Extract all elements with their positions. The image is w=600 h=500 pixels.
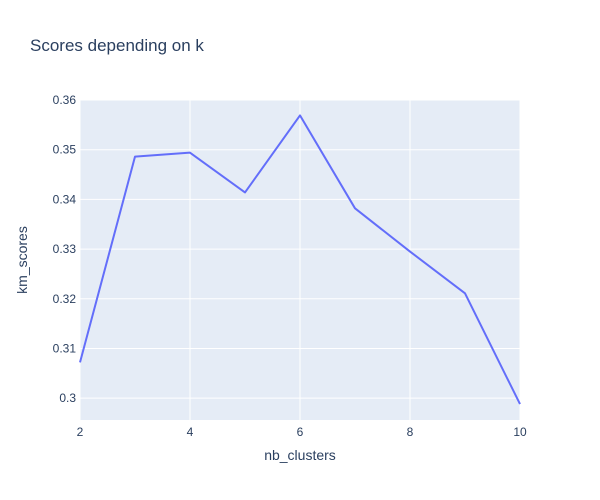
chart-title: Scores depending on k: [30, 36, 204, 55]
y-tick-label: 0.35: [53, 143, 77, 157]
x-tick-label: 4: [187, 425, 194, 439]
x-tick-label: 6: [297, 425, 304, 439]
x-axis-title: nb_clusters: [264, 447, 336, 463]
y-tick-label: 0.33: [53, 242, 77, 256]
x-tick-label: 8: [407, 425, 414, 439]
y-tick-label: 0.36: [53, 93, 77, 107]
y-tick-label: 0.34: [53, 192, 77, 206]
x-tick-label: 10: [513, 425, 527, 439]
y-tick-label: 0.32: [53, 292, 77, 306]
y-tick-labels: 0.3 0.31 0.32 0.33 0.34 0.35 0.36: [53, 93, 77, 405]
y-axis-title: km_scores: [14, 226, 30, 294]
y-tick-label: 0.31: [53, 341, 77, 355]
series-line-km-scores: [79, 114, 521, 405]
x-tick-labels: 2 4 6 8 10: [77, 425, 527, 439]
y-tick-label: 0.3: [59, 391, 76, 405]
x-tick-label: 2: [77, 425, 84, 439]
